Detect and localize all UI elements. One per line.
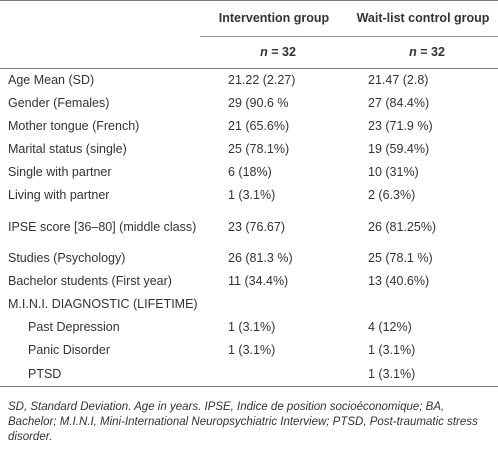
cell-value: 21.47 (2.8) [368,73,429,87]
cell-value: 11 (34.4%) [228,274,289,288]
cell-value: 21 (65.6%) [228,119,290,133]
table-row: IPSE score [36–80] (middle class) 23 (76.… [0,207,498,247]
sample-symbol: n [409,45,417,59]
row-label: Bachelor students (First year) [8,274,172,288]
table-row: Mother tongue (French) 21 (65.6%) 23 (71.9… [0,115,498,138]
cell-value: 2 (6.3%) [368,188,416,202]
cell-value: 25 (78.1%) [228,142,290,156]
header-cell [0,36,200,69]
cell-value: 6 (18%) [228,165,272,179]
row-label: Living with partner [8,188,110,202]
cell-value: 26 (81.3 %) [228,251,293,265]
group-label: M.I.N.I. DIAGNOSTIC (LIFETIME) [8,297,198,311]
table-row: Studies (Psychology) 26 (81.3 %) 25 (78.1 … [0,247,498,270]
sample-size: n = 32 [340,36,498,69]
cell-value: 1 (3.1%) [228,188,276,202]
sample-value: = 32 [271,45,296,59]
row-label: Past Depression [28,320,120,334]
row-label: Panic Disorder [28,343,110,357]
cell-value: 1 (3.1%) [368,343,416,357]
cell-value: 27 (84.4%) [368,96,430,110]
cell-value: 23 (76.67) [228,219,285,234]
cell-value: 29 (90.6 % [228,96,289,110]
row-label: Single with partner [8,165,112,179]
cell-value: 23 (71.9 %) [368,119,433,133]
column-header: Wait-list control group [340,0,498,37]
cell-value [200,362,340,387]
row-label: Mother tongue (French) [8,119,140,133]
row-label: Gender (Females) [8,96,110,110]
table-row: Gender (Females) 29 (90.6 % 27 (84.4%) [0,92,498,115]
cell-value: 1 (3.1%) [228,343,276,357]
sample-value: = 32 [420,45,445,59]
row-label: Marital status (single) [8,142,127,156]
sample-symbol: n [260,45,268,59]
row-label: PTSD [28,366,62,381]
table-row: Marital status (single) 25 (78.1%) 19 (59.… [0,138,498,161]
table-row: Past Depression 1 (3.1%) 4 (12%) [0,316,498,339]
row-label: Studies (Psychology) [8,251,126,265]
column-header: Intervention group [200,0,340,37]
table-row: Bachelor students (First year) 11 (34.4%)… [0,270,498,293]
row-label: IPSE score [36–80] (middle class) [8,219,197,234]
table-row: Age Mean (SD) 21.22 (2.27) 21.47 (2.8) [0,69,498,93]
table-row: Single with partner 6 (18%) 10 (31%) [0,161,498,184]
table-row: Panic Disorder 1 (3.1%) 1 (3.1%) [0,339,498,362]
cell-value: 21.22 (2.27) [228,73,296,87]
group-row: M.I.N.I. DIAGNOSTIC (LIFETIME) [0,293,498,316]
cell-value: 19 (59.4%) [368,142,430,156]
cell-value: 26 (81.25%) [368,219,437,234]
cell-value: 10 (31%) [368,165,419,179]
header-row: Intervention group Wait-list control grou… [0,0,498,37]
header-cell [0,1,200,37]
table-row: PTSD 1 (3.1%) [0,362,498,387]
cell-value: 1 (3.1%) [228,320,276,334]
footnote: SD, Standard Deviation. Age in years. IP… [8,401,478,443]
cell-value: 25 (78.1 %) [368,251,433,265]
subheader-row: n = 32 n = 32 [0,36,498,69]
row-label: Age Mean (SD) [8,73,95,87]
cell-value: 13 (40.6%) [368,274,430,288]
cell-value: 1 (3.1%) [368,366,416,381]
table-row: Living with partner 1 (3.1%) 2 (6.3%) [0,184,498,207]
cell-value: 4 (12%) [368,320,412,334]
table: Intervention group Wait-list control grou… [0,0,498,387]
sample-size: n = 32 [200,36,340,69]
